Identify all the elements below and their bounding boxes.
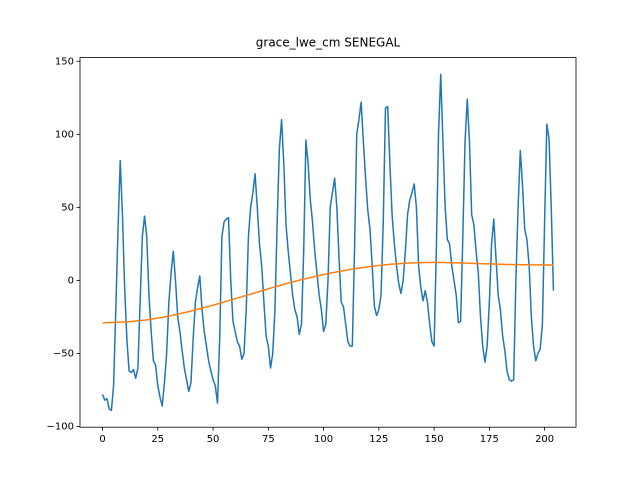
x-tick-label: 175 (480, 434, 499, 445)
x-tick-label: 75 (262, 434, 275, 445)
chart-title: grace_lwe_cm SENEGAL (256, 36, 401, 50)
x-tick-label: 0 (99, 434, 105, 445)
y-tick-label: −100 (47, 421, 74, 432)
x-tick-label: 25 (151, 434, 164, 445)
x-tick-label: 150 (425, 434, 444, 445)
y-tick-label: 50 (61, 202, 74, 213)
plot-frame (79, 57, 577, 428)
y-tick-label: 0 (68, 275, 74, 286)
x-tick-label: 200 (535, 434, 554, 445)
x-tick-label: 100 (314, 434, 333, 445)
line-series (102, 261, 554, 324)
y-tick-label: 100 (55, 129, 74, 140)
x-tick-label: 50 (207, 434, 220, 445)
y-tick-label: 150 (55, 56, 74, 67)
line-series (101, 73, 555, 412)
y-tick-label: −50 (53, 348, 74, 359)
x-tick-label: 125 (369, 434, 388, 445)
